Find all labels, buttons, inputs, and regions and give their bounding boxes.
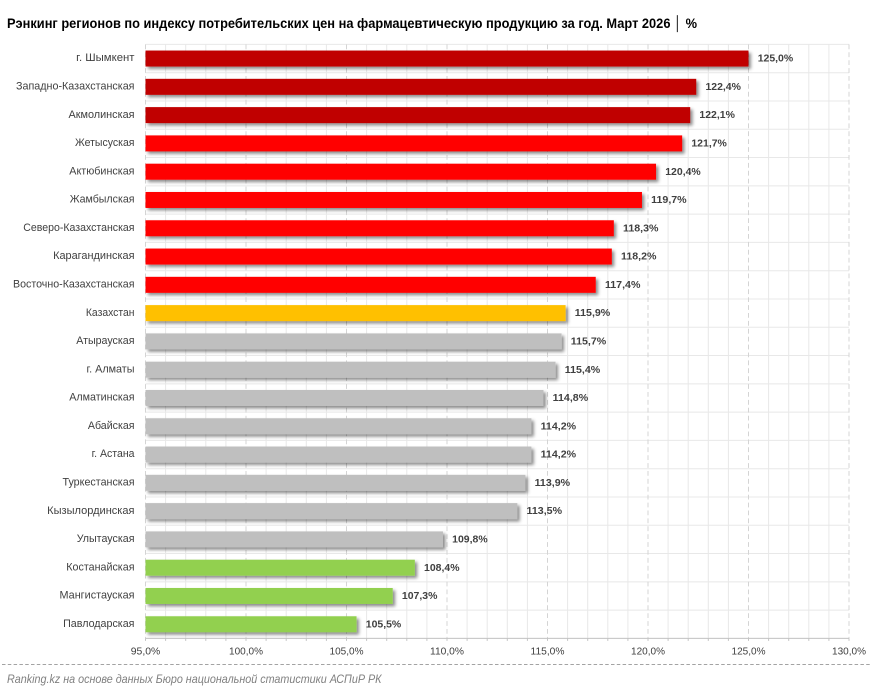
svg-text:110,0%: 110,0% <box>430 646 464 658</box>
svg-text:Ranking.kz на основе данных Бю: Ranking.kz на основе данных Бюро национа… <box>7 672 382 686</box>
svg-text:113,5%: 113,5% <box>527 505 563 517</box>
svg-text:Кызылординская: Кызылординская <box>47 505 134 517</box>
svg-text:95,0%: 95,0% <box>131 646 161 658</box>
svg-text:г. Астана: г. Астана <box>92 448 136 460</box>
svg-text:Алматинская: Алматинская <box>69 392 134 404</box>
svg-text:118,3%: 118,3% <box>623 222 659 234</box>
svg-text:г. Алматы: г. Алматы <box>87 363 135 375</box>
svg-text:115,9%: 115,9% <box>575 307 611 319</box>
svg-text:115,0%: 115,0% <box>531 646 565 658</box>
svg-text:Жетысуская: Жетысуская <box>75 137 135 149</box>
svg-text:Туркестанская: Туркестанская <box>63 477 135 489</box>
svg-text:Мангистауская: Мангистауская <box>60 590 135 602</box>
svg-text:Жамбылская: Жамбылская <box>70 194 135 206</box>
svg-text:Костанайская: Костанайская <box>66 561 134 573</box>
svg-text:125,0%: 125,0% <box>732 646 766 658</box>
svg-text:Северо-Казахстанская: Северо-Казахстанская <box>23 222 134 234</box>
svg-text:115,4%: 115,4% <box>565 364 601 376</box>
svg-text:115,7%: 115,7% <box>571 336 607 348</box>
svg-text:Карагандинская: Карагандинская <box>53 250 134 262</box>
svg-text:Атырауская: Атырауская <box>76 335 134 347</box>
svg-text:122,1%: 122,1% <box>699 109 735 121</box>
svg-text:Восточно-Казахстанская: Восточно-Казахстанская <box>13 279 135 291</box>
svg-text:Абайская: Абайская <box>88 420 135 432</box>
svg-text:Павлодарская: Павлодарская <box>63 618 134 630</box>
svg-text:118,2%: 118,2% <box>621 251 657 263</box>
svg-text:120,4%: 120,4% <box>665 166 701 178</box>
svg-text:114,2%: 114,2% <box>541 449 577 461</box>
svg-text:г. Шымкент: г. Шымкент <box>76 52 134 64</box>
svg-text:100,0%: 100,0% <box>229 646 263 658</box>
svg-text:125,0%: 125,0% <box>758 53 794 65</box>
svg-text:Улытауская: Улытауская <box>77 533 135 545</box>
svg-text:117,4%: 117,4% <box>605 279 641 291</box>
svg-text:Западно-Казахстанская: Западно-Казахстанская <box>16 81 135 93</box>
svg-text:119,7%: 119,7% <box>651 194 687 206</box>
svg-text:Акмолинская: Акмолинская <box>69 109 135 121</box>
svg-text:130,0%: 130,0% <box>832 646 866 658</box>
svg-text:108,4%: 108,4% <box>424 562 460 574</box>
svg-text:113,9%: 113,9% <box>535 477 571 489</box>
svg-text:Рэнкинг регионов по индексу по: Рэнкинг регионов по индексу потребительс… <box>7 15 698 33</box>
svg-text:122,4%: 122,4% <box>705 81 741 93</box>
svg-text:120,0%: 120,0% <box>631 646 665 658</box>
svg-text:105,0%: 105,0% <box>330 646 364 658</box>
svg-text:114,2%: 114,2% <box>541 420 577 432</box>
svg-text:109,8%: 109,8% <box>452 534 488 546</box>
svg-text:121,7%: 121,7% <box>691 138 727 150</box>
svg-text:114,8%: 114,8% <box>553 392 589 404</box>
svg-text:105,5%: 105,5% <box>366 618 402 630</box>
svg-text:Актюбинская: Актюбинская <box>69 165 134 177</box>
svg-text:Казахстан: Казахстан <box>86 307 135 319</box>
svg-text:107,3%: 107,3% <box>402 590 438 602</box>
